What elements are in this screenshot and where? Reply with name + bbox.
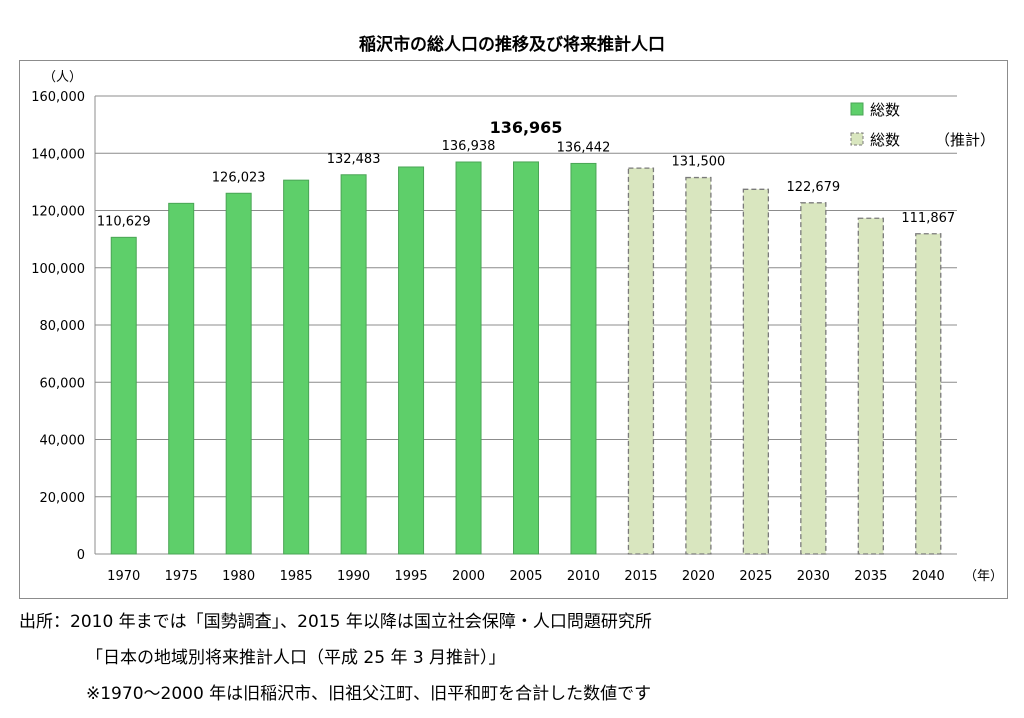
bar-actual bbox=[283, 179, 310, 555]
footnote-note: ※1970～2000 年は旧稲沢市、旧祖父江町、旧平和町を合計した数値です bbox=[86, 684, 652, 704]
legend-swatch bbox=[850, 132, 864, 146]
legend-label: 総数 bbox=[870, 101, 900, 119]
data-label: 136,938 bbox=[442, 139, 496, 154]
y-tick-label: 60,000 bbox=[40, 376, 86, 391]
x-tick-label: 2005 bbox=[509, 569, 542, 584]
x-tick-label: 2010 bbox=[567, 569, 600, 584]
footnote-source-title: 「日本の地域別将来推計人口（平成 25 年 3 月推計）」 bbox=[86, 648, 506, 668]
data-label: 136,965 bbox=[490, 118, 563, 137]
bar-actual bbox=[225, 192, 252, 555]
y-tick-label: 160,000 bbox=[31, 90, 85, 105]
bar-projected bbox=[915, 233, 942, 555]
x-tick-label: 2000 bbox=[452, 569, 485, 584]
legend-swatch bbox=[850, 102, 864, 116]
bar-actual bbox=[110, 236, 137, 555]
data-label: 136,442 bbox=[557, 140, 611, 155]
bar-projected bbox=[800, 202, 827, 555]
footnote-source: 出所：2010 年までは「国勢調査」、2015 年以降は国立社会保障・人口問題研… bbox=[19, 612, 652, 632]
bar-actual bbox=[455, 161, 482, 555]
data-label: 110,629 bbox=[97, 214, 151, 229]
bar-actual bbox=[398, 166, 425, 555]
bar-actual bbox=[340, 174, 367, 555]
y-tick-label: 100,000 bbox=[31, 262, 85, 277]
chart-frame: 0 20,000 40,000 60,000 80,000 100,000 120,000 1… bbox=[19, 60, 1008, 599]
data-label: 132,483 bbox=[327, 152, 381, 167]
y-tick-label: 140,000 bbox=[31, 147, 85, 162]
y-tick-label: 20,000 bbox=[40, 491, 86, 506]
x-tick-label: 1975 bbox=[165, 569, 198, 584]
bar-projected bbox=[742, 188, 770, 555]
x-tick-label: 2040 bbox=[912, 569, 945, 584]
bar-chart: 0 20,000 40,000 60,000 80,000 100,000 120,000 1… bbox=[31, 70, 1003, 584]
data-label: 131,500 bbox=[672, 155, 726, 170]
y-tick-label: 40,000 bbox=[40, 434, 86, 449]
data-label: 122,679 bbox=[786, 180, 840, 195]
x-tick-label: 1970 bbox=[107, 569, 140, 584]
x-tick-label: 2025 bbox=[739, 569, 772, 584]
y-axis-unit-label: （人） bbox=[43, 70, 82, 85]
chart-title: 稲沢市の総人口の推移及び将来推計人口 bbox=[359, 35, 665, 55]
legend-suffix: （推計） bbox=[935, 131, 995, 149]
bar-projected bbox=[685, 176, 712, 555]
x-tick-label: 1985 bbox=[280, 569, 313, 584]
x-tick-label: 2030 bbox=[797, 569, 830, 584]
y-tick-label: 120,000 bbox=[31, 205, 85, 220]
bar-projected bbox=[627, 167, 655, 555]
y-tick-label: 0 bbox=[77, 548, 85, 563]
x-tick-label: 2020 bbox=[682, 569, 715, 584]
bar-actual bbox=[168, 202, 195, 555]
x-tick-label: 2015 bbox=[624, 569, 657, 584]
legend-label: 総数 bbox=[870, 131, 900, 149]
data-label: 111,867 bbox=[901, 211, 955, 226]
bar-actual bbox=[570, 162, 597, 555]
bar-actual bbox=[513, 161, 539, 555]
bar-projected bbox=[857, 217, 884, 555]
x-tick-label: 1980 bbox=[222, 569, 255, 584]
x-tick-label: 1990 bbox=[337, 569, 370, 584]
y-tick-label: 80,000 bbox=[40, 319, 86, 334]
data-label: 126,023 bbox=[212, 170, 266, 185]
x-tick-label: 2035 bbox=[854, 569, 887, 584]
x-tick-label: 1995 bbox=[395, 569, 428, 584]
x-axis-unit-label: （年） bbox=[964, 569, 1003, 584]
